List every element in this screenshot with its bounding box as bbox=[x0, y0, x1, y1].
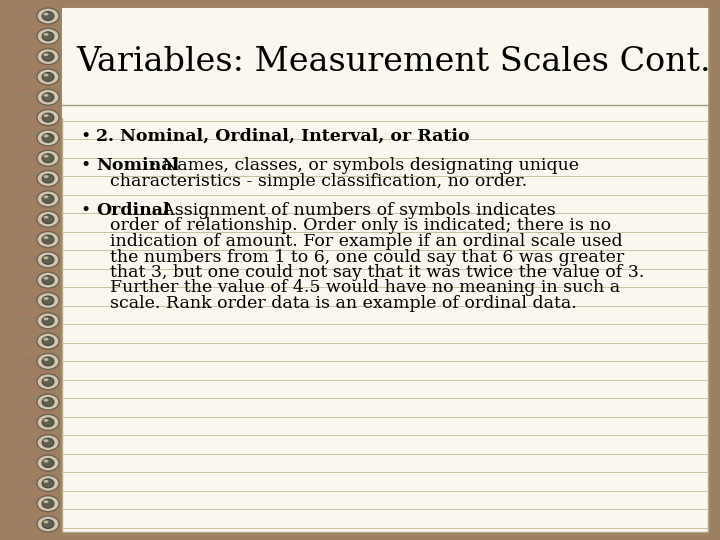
Ellipse shape bbox=[37, 354, 59, 369]
Ellipse shape bbox=[37, 130, 59, 146]
Ellipse shape bbox=[42, 133, 54, 143]
Ellipse shape bbox=[42, 479, 54, 488]
Ellipse shape bbox=[42, 397, 54, 407]
Ellipse shape bbox=[43, 195, 48, 198]
Ellipse shape bbox=[43, 276, 48, 280]
Ellipse shape bbox=[37, 272, 59, 288]
Ellipse shape bbox=[43, 33, 48, 36]
Ellipse shape bbox=[43, 155, 48, 158]
Ellipse shape bbox=[42, 519, 54, 529]
Ellipse shape bbox=[43, 215, 48, 219]
Text: •: • bbox=[80, 128, 90, 145]
Ellipse shape bbox=[37, 455, 59, 471]
Ellipse shape bbox=[43, 419, 48, 422]
Text: •: • bbox=[80, 157, 90, 174]
Ellipse shape bbox=[43, 175, 48, 178]
Ellipse shape bbox=[42, 275, 54, 285]
Ellipse shape bbox=[37, 394, 59, 410]
Ellipse shape bbox=[42, 438, 54, 447]
Bar bbox=[62, 8, 708, 532]
Ellipse shape bbox=[43, 500, 48, 503]
Ellipse shape bbox=[37, 232, 59, 247]
Text: Further the value of 4.5 would have no meaning in such a: Further the value of 4.5 would have no m… bbox=[110, 280, 620, 296]
Ellipse shape bbox=[37, 8, 59, 24]
Ellipse shape bbox=[43, 338, 48, 341]
Text: Ordinal: Ordinal bbox=[96, 202, 170, 219]
Ellipse shape bbox=[42, 235, 54, 244]
Text: •: • bbox=[80, 202, 90, 219]
Ellipse shape bbox=[42, 377, 54, 386]
Ellipse shape bbox=[37, 252, 59, 268]
Ellipse shape bbox=[43, 53, 48, 56]
Ellipse shape bbox=[37, 28, 59, 44]
Ellipse shape bbox=[42, 72, 54, 82]
Ellipse shape bbox=[43, 256, 48, 259]
Ellipse shape bbox=[42, 458, 54, 468]
Text: scale. Rank order data is an example of ordinal data.: scale. Rank order data is an example of … bbox=[110, 295, 577, 312]
Ellipse shape bbox=[43, 73, 48, 77]
Ellipse shape bbox=[37, 110, 59, 126]
Ellipse shape bbox=[42, 52, 54, 61]
Ellipse shape bbox=[37, 49, 59, 65]
Ellipse shape bbox=[37, 496, 59, 512]
Ellipse shape bbox=[37, 191, 59, 207]
Ellipse shape bbox=[37, 516, 59, 532]
Text: that 3, but one could not say that it was twice the value of 3.: that 3, but one could not say that it wa… bbox=[110, 264, 644, 281]
Ellipse shape bbox=[42, 336, 54, 346]
Ellipse shape bbox=[37, 150, 59, 166]
Ellipse shape bbox=[42, 113, 54, 122]
Ellipse shape bbox=[42, 215, 54, 224]
Ellipse shape bbox=[42, 357, 54, 366]
Ellipse shape bbox=[42, 499, 54, 508]
Ellipse shape bbox=[43, 94, 48, 97]
Ellipse shape bbox=[42, 174, 54, 183]
Ellipse shape bbox=[42, 296, 54, 305]
Ellipse shape bbox=[42, 418, 54, 427]
Ellipse shape bbox=[42, 154, 54, 163]
Ellipse shape bbox=[37, 313, 59, 329]
Text: Variables: Measurement Scales Cont.: Variables: Measurement Scales Cont. bbox=[76, 46, 711, 78]
Text: the numbers from 1 to 6, one could say that 6 was greater: the numbers from 1 to 6, one could say t… bbox=[110, 248, 624, 266]
Ellipse shape bbox=[37, 475, 59, 491]
Text: : Assignment of numbers of symbols indicates: : Assignment of numbers of symbols indic… bbox=[150, 202, 555, 219]
Ellipse shape bbox=[37, 293, 59, 308]
Ellipse shape bbox=[43, 358, 48, 361]
Ellipse shape bbox=[43, 521, 48, 523]
Ellipse shape bbox=[37, 171, 59, 186]
Ellipse shape bbox=[42, 11, 54, 21]
Ellipse shape bbox=[43, 236, 48, 239]
Ellipse shape bbox=[37, 435, 59, 451]
Ellipse shape bbox=[43, 439, 48, 442]
Ellipse shape bbox=[42, 316, 54, 325]
Ellipse shape bbox=[43, 378, 48, 381]
Ellipse shape bbox=[43, 318, 48, 320]
Ellipse shape bbox=[37, 89, 59, 105]
Ellipse shape bbox=[43, 460, 48, 463]
Text: order of relationship. Order only is indicated; there is no: order of relationship. Order only is ind… bbox=[110, 218, 611, 234]
Text: Nominal: Nominal bbox=[96, 157, 179, 174]
Ellipse shape bbox=[37, 69, 59, 85]
Ellipse shape bbox=[43, 399, 48, 402]
Ellipse shape bbox=[37, 374, 59, 390]
Ellipse shape bbox=[37, 211, 59, 227]
Ellipse shape bbox=[37, 414, 59, 430]
Ellipse shape bbox=[43, 114, 48, 117]
Ellipse shape bbox=[43, 134, 48, 137]
Ellipse shape bbox=[43, 12, 48, 16]
Ellipse shape bbox=[42, 194, 54, 204]
Ellipse shape bbox=[42, 32, 54, 41]
Bar bbox=[62, 8, 708, 118]
Ellipse shape bbox=[37, 333, 59, 349]
Ellipse shape bbox=[42, 255, 54, 265]
Ellipse shape bbox=[43, 297, 48, 300]
Text: indication of amount. For example if an ordinal scale used: indication of amount. For example if an … bbox=[110, 233, 623, 250]
Ellipse shape bbox=[43, 480, 48, 483]
Ellipse shape bbox=[42, 93, 54, 102]
Text: characteristics - simple classification, no order.: characteristics - simple classification,… bbox=[110, 172, 527, 190]
Text: 2. Nominal, Ordinal, Interval, or Ratio: 2. Nominal, Ordinal, Interval, or Ratio bbox=[96, 128, 469, 145]
Text: : Names, classes, or symbols designating unique: : Names, classes, or symbols designating… bbox=[150, 157, 579, 174]
